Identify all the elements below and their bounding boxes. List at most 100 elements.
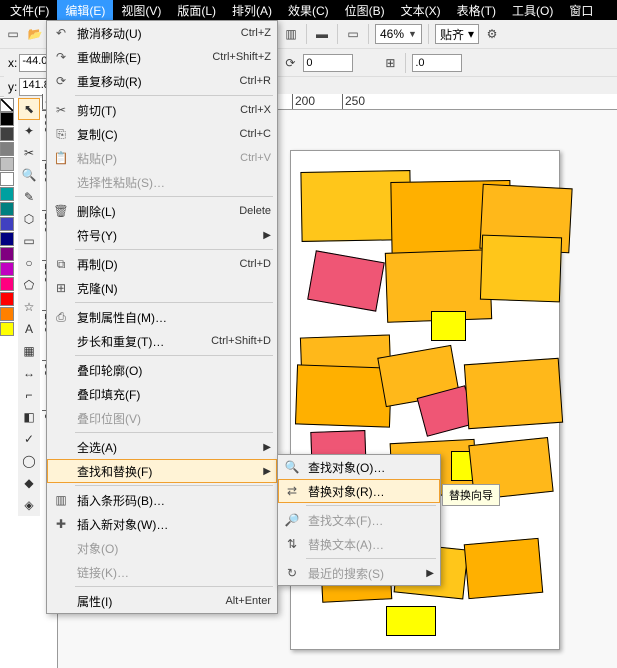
- menu-shortcut: Ctrl+V: [240, 152, 271, 164]
- dimension-tool[interactable]: ↔: [18, 362, 40, 384]
- pick-tool[interactable]: ⬉: [18, 98, 40, 120]
- menu-item[interactable]: ⊞克隆(N): [47, 276, 277, 300]
- menubar-item[interactable]: 编辑(E): [57, 0, 113, 21]
- menu-item[interactable]: ▥插入条形码(B)…: [47, 488, 277, 512]
- menubar-item[interactable]: 版面(L): [169, 0, 224, 21]
- color-swatch[interactable]: [0, 307, 14, 321]
- color-swatch[interactable]: [0, 292, 14, 306]
- nudge-input[interactable]: [412, 54, 462, 72]
- color-swatch[interactable]: [0, 98, 14, 112]
- rect-tool[interactable]: ▭: [18, 230, 40, 252]
- menubar-item[interactable]: 视图(V): [113, 0, 169, 21]
- menu-item: 选择性粘贴(S)…: [47, 170, 277, 194]
- menubar-item[interactable]: 表格(T): [449, 0, 504, 21]
- canvas-shape[interactable]: [295, 364, 392, 427]
- options-icon[interactable]: ⚙: [483, 25, 501, 43]
- menu-item[interactable]: ⇄替换对象(R)…: [278, 479, 440, 503]
- menubar-item[interactable]: 排列(A): [224, 0, 280, 21]
- screen-icon[interactable]: ▭: [344, 25, 362, 43]
- canvas-shape[interactable]: [386, 606, 436, 636]
- menu-item[interactable]: 🔍查找对象(O)…: [278, 455, 440, 479]
- canvas-shape[interactable]: [464, 538, 544, 599]
- color-swatch[interactable]: [0, 232, 14, 246]
- align-icon[interactable]: ⊞: [381, 54, 399, 72]
- menu-item[interactable]: ⟳重复移动(R)Ctrl+R: [47, 69, 277, 93]
- menu-item[interactable]: ⎘复制(C)Ctrl+C: [47, 122, 277, 146]
- menubar-item[interactable]: 文件(F): [2, 0, 57, 21]
- color-swatch[interactable]: [0, 157, 14, 171]
- eyedropper-tool[interactable]: ✓: [18, 428, 40, 450]
- color-swatch[interactable]: [0, 172, 14, 186]
- smart-tool[interactable]: ⬡: [18, 208, 40, 230]
- canvas-shape[interactable]: [307, 250, 385, 311]
- menu-item[interactable]: ↶撤消移动(U)Ctrl+Z: [47, 21, 277, 45]
- menu-item[interactable]: 查找和替换(F)▶: [47, 459, 277, 483]
- delete-icon: 🗑: [51, 202, 71, 220]
- menubar-item[interactable]: 效果(C): [280, 0, 337, 21]
- menu-item[interactable]: ↷重做删除(E)Ctrl+Shift+Z: [47, 45, 277, 69]
- menu-item[interactable]: 🗑删除(L)Delete: [47, 199, 277, 223]
- open-icon[interactable]: 📂: [26, 25, 44, 43]
- color-swatch[interactable]: [0, 112, 14, 126]
- fill-tool[interactable]: ◆: [18, 472, 40, 494]
- menubar-item[interactable]: 工具(O): [504, 0, 561, 21]
- menubar-item[interactable]: 文本(X): [393, 0, 449, 21]
- ellipse-tool[interactable]: ○: [18, 252, 40, 274]
- menu-item[interactable]: ✚插入新对象(W)…: [47, 512, 277, 536]
- menu-separator: [306, 558, 436, 559]
- outline-tool[interactable]: ◯: [18, 450, 40, 472]
- canvas-shape[interactable]: [464, 358, 563, 429]
- menu-shortcut: Ctrl+R: [240, 75, 271, 87]
- freehand-tool[interactable]: ✎: [18, 186, 40, 208]
- table-tool[interactable]: ▦: [18, 340, 40, 362]
- menu-item: 📋粘贴(P)Ctrl+V: [47, 146, 277, 170]
- menu-item[interactable]: 叠印填充(F): [47, 382, 277, 406]
- menu-item-label: 查找和替换(F): [71, 463, 263, 480]
- text-tool[interactable]: A: [18, 318, 40, 340]
- color-swatch[interactable]: [0, 217, 14, 231]
- color-swatch[interactable]: [0, 262, 14, 276]
- crop-tool[interactable]: ✂: [18, 142, 40, 164]
- menubar-item[interactable]: 窗口: [561, 0, 601, 21]
- polygon-tool[interactable]: ⬠: [18, 274, 40, 296]
- menu-item-label: 克隆(N): [71, 280, 271, 297]
- zoom-combo[interactable]: 46%▼: [375, 24, 422, 44]
- menu-item[interactable]: 符号(Y)▶: [47, 223, 277, 247]
- interactive-fill[interactable]: ◈: [18, 494, 40, 516]
- barcode-icon: ▥: [51, 491, 71, 509]
- menu-item: 对象(O): [47, 536, 277, 560]
- menu-item[interactable]: ✂剪切(T)Ctrl+X: [47, 98, 277, 122]
- rotation-input[interactable]: [303, 54, 353, 72]
- tool-icon[interactable]: ▥: [282, 25, 300, 43]
- rotate-icon[interactable]: ⟳: [281, 54, 299, 72]
- menu-item[interactable]: ⧉再制(D)Ctrl+D: [47, 252, 277, 276]
- color-swatch[interactable]: [0, 322, 14, 336]
- menubar-item[interactable]: 位图(B): [337, 0, 393, 21]
- menu-item[interactable]: 属性(I)Alt+Enter: [47, 589, 277, 613]
- canvas-shape[interactable]: [480, 235, 562, 303]
- color-swatch[interactable]: [0, 277, 14, 291]
- menu-item[interactable]: 全选(A)▶: [47, 435, 277, 459]
- menu-item[interactable]: ⎙复制属性自(M)…: [47, 305, 277, 329]
- zoom-tool[interactable]: 🔍: [18, 164, 40, 186]
- menu-item: ↻最近的搜索(S)▶: [278, 561, 440, 585]
- color-swatch[interactable]: [0, 202, 14, 216]
- new-icon[interactable]: ▭: [4, 25, 22, 43]
- menu-item[interactable]: 叠印轮廓(O): [47, 358, 277, 382]
- canvas-shape[interactable]: [431, 311, 466, 341]
- menu-item-label: 链接(K)…: [71, 564, 271, 581]
- color-swatch[interactable]: [0, 142, 14, 156]
- color-palette: [0, 98, 16, 337]
- shape-tool[interactable]: ✦: [18, 120, 40, 142]
- menu-item-label: 符号(Y): [71, 227, 263, 244]
- menu-item[interactable]: 步长和重复(T)…Ctrl+Shift+D: [47, 329, 277, 353]
- effects-tool[interactable]: ◧: [18, 406, 40, 428]
- color-swatch[interactable]: [0, 127, 14, 141]
- color-swatch[interactable]: [0, 247, 14, 261]
- fill-icon[interactable]: ▬: [313, 25, 331, 43]
- connector-tool[interactable]: ⌐: [18, 384, 40, 406]
- color-swatch[interactable]: [0, 187, 14, 201]
- shapes-tool[interactable]: ☆: [18, 296, 40, 318]
- replacetext-icon: ⇅: [282, 535, 302, 553]
- snap-combo[interactable]: 贴齐▾: [435, 24, 479, 44]
